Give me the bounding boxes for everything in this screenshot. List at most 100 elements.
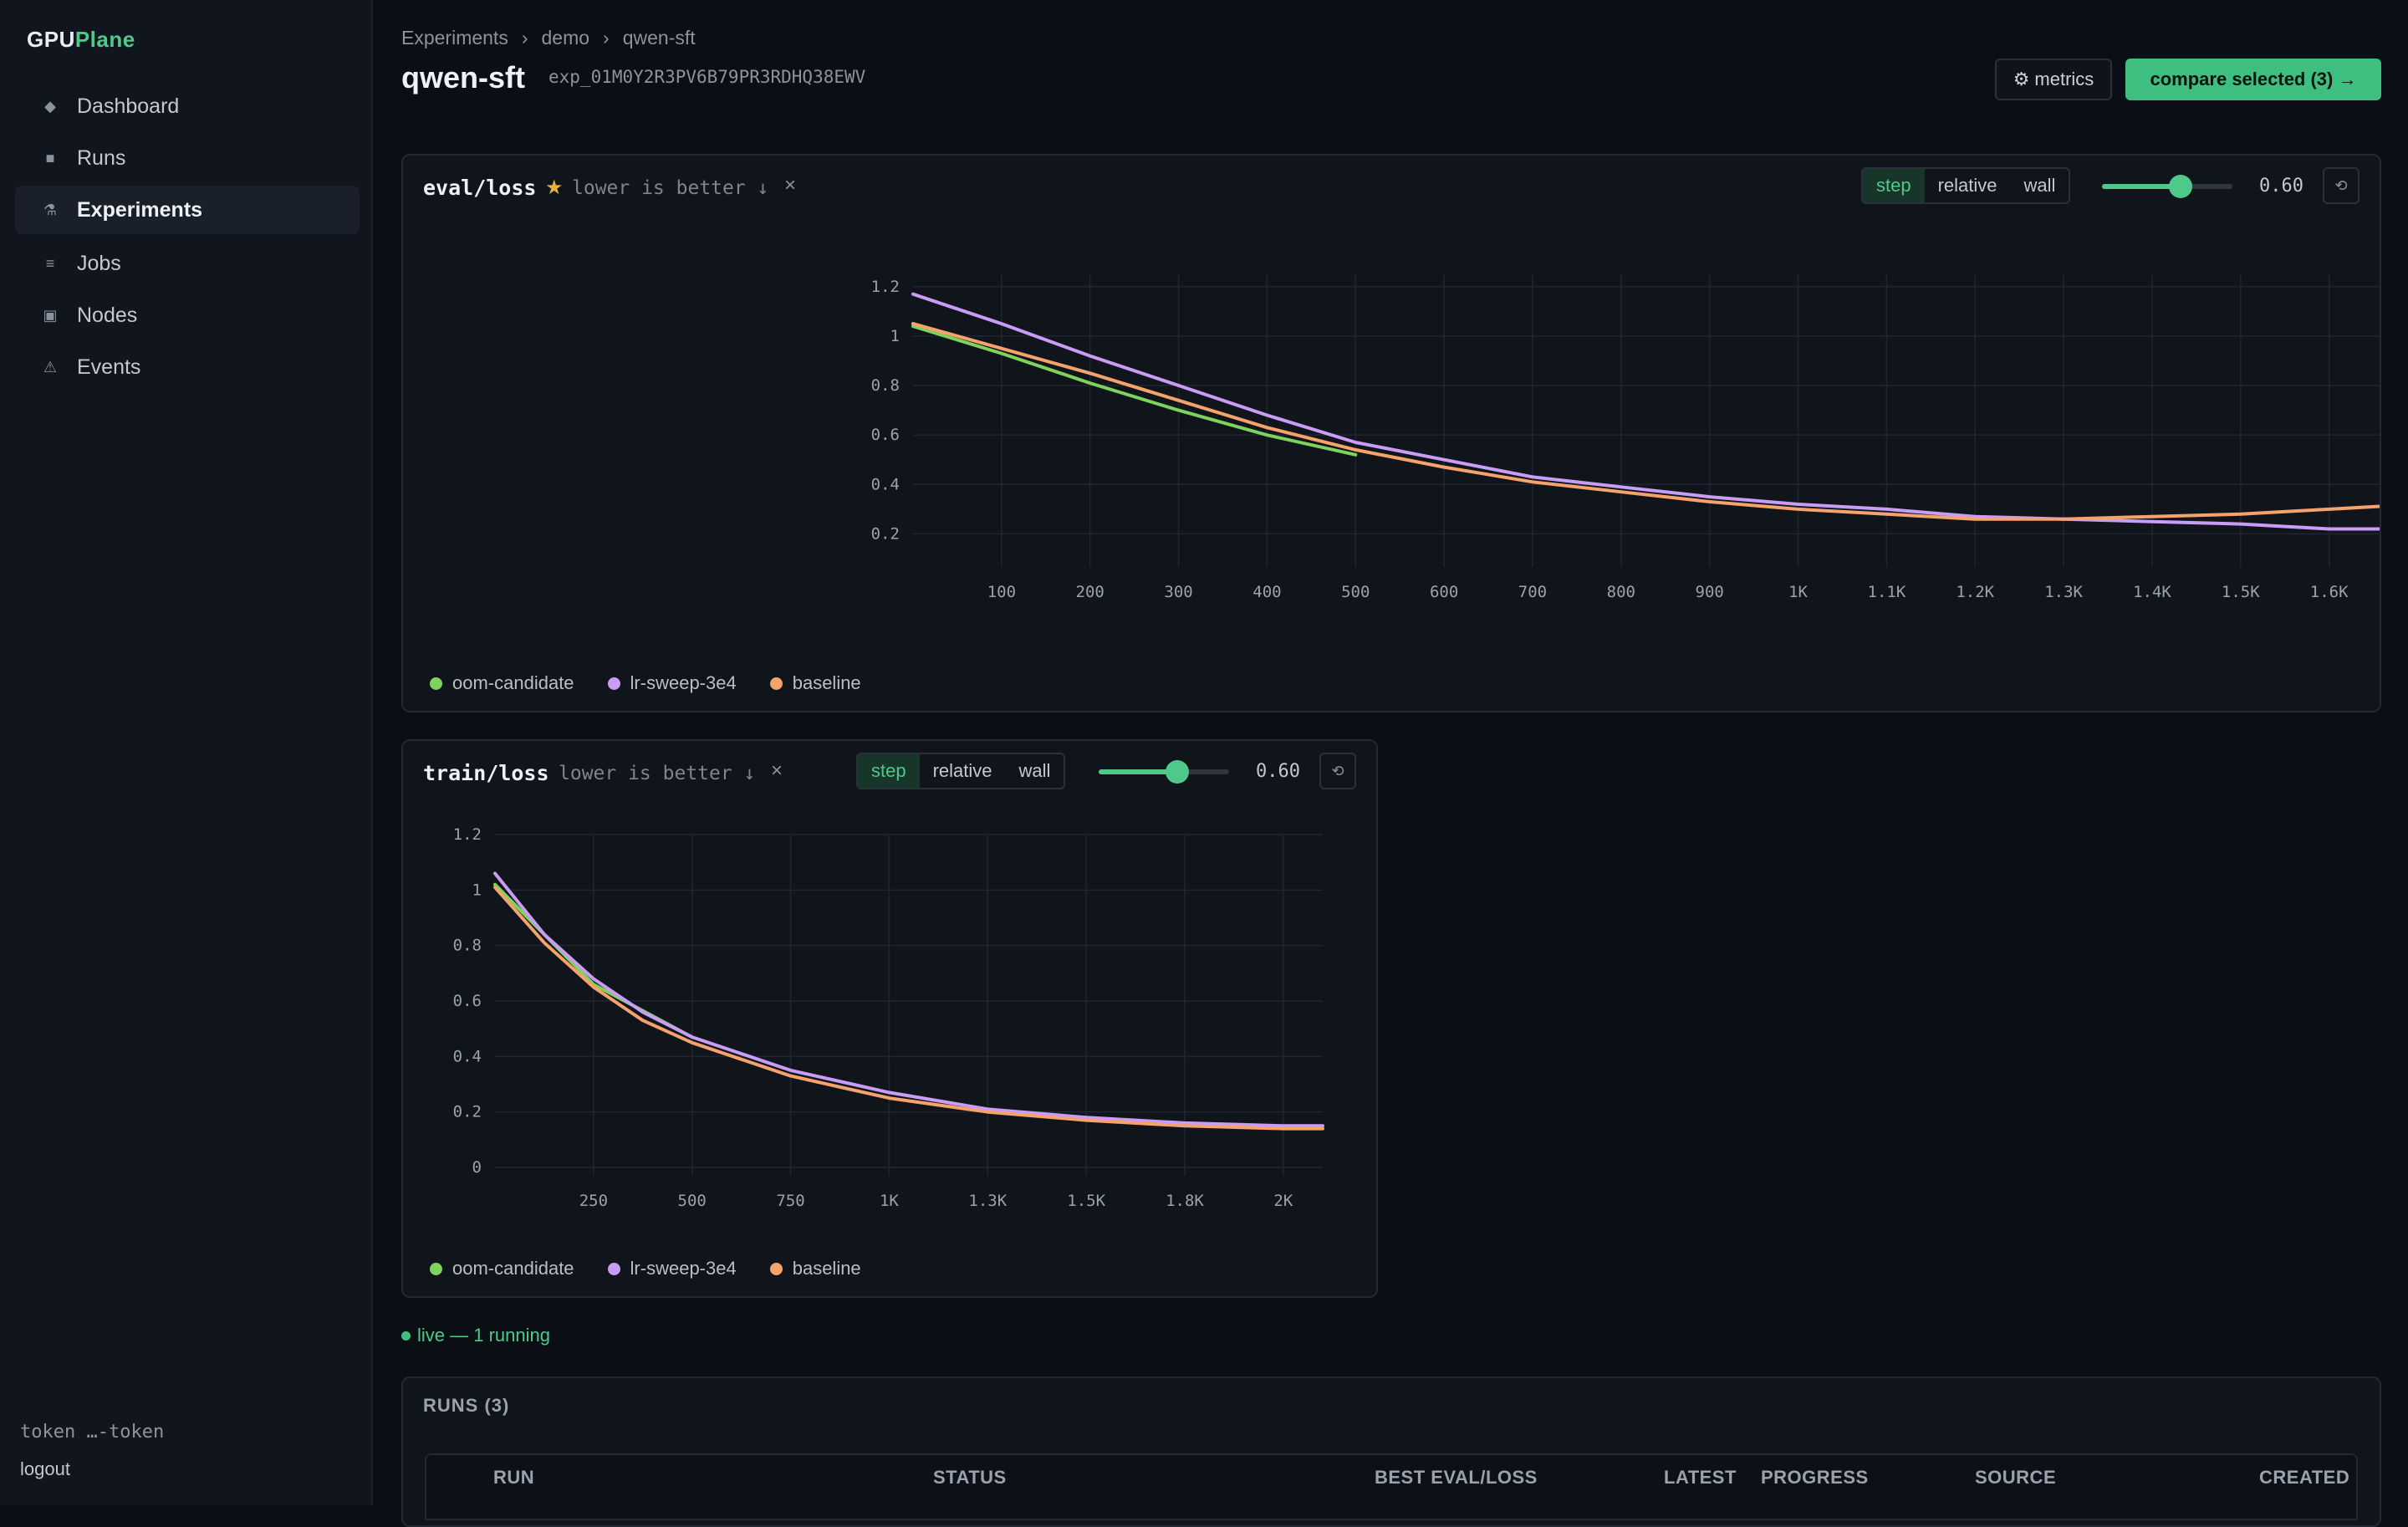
sidebar-item-label: Events xyxy=(77,355,141,379)
compare-selected-button[interactable]: compare selected (3) → xyxy=(2125,59,2381,100)
breadcrumb-demo[interactable]: demo xyxy=(541,27,590,49)
column-header-best-eval-loss[interactable]: BEST EVAL/LOSS xyxy=(1375,1467,1538,1488)
reset-zoom-button[interactable]: ⟲ xyxy=(1319,753,1356,789)
legend-item-lr-sweep-3e4[interactable]: lr-sweep-3e4 xyxy=(607,1258,737,1279)
y-tick-label: 0.2 xyxy=(871,524,900,543)
column-header-source[interactable]: SOURCE xyxy=(1975,1467,2057,1488)
token-label: token …-token xyxy=(20,1422,165,1443)
y-tick-label: 0.2 xyxy=(453,1103,482,1121)
brand-left: GPU xyxy=(27,27,75,52)
sidebar-item-events[interactable]: ⚠ Events xyxy=(15,343,360,391)
series-line-lr-sweep-3e4 xyxy=(493,871,1324,1128)
legend-dot xyxy=(430,677,442,690)
train-loss-chart[interactable]: 0 0.2 0.4 0.6 0.8 1 1.2 250 500 750 1K 1.3K 1.5K 1.8K… xyxy=(403,818,1376,1286)
legend-item-oom-candidate[interactable]: oom-candidate xyxy=(430,672,574,694)
x-tick-label: 1.4K xyxy=(2133,583,2171,601)
metrics-button[interactable]: ⚙ metrics xyxy=(1995,59,2112,100)
smoothing-value: 0.60 xyxy=(2259,176,2303,197)
mode-relative[interactable]: relative xyxy=(932,760,992,781)
live-status-label: live — 1 running xyxy=(417,1325,550,1346)
panel-hint: lower is better ↓ xyxy=(559,763,756,784)
column-header-latest[interactable]: LATEST xyxy=(1664,1467,1737,1488)
legend-dot xyxy=(769,677,783,690)
x-tick-label: 100 xyxy=(987,583,1016,601)
x-tick-label: 300 xyxy=(1164,583,1192,601)
breadcrumb: Experiments › demo › qwen-sft xyxy=(401,27,696,49)
smoothing-fill xyxy=(1099,769,1177,774)
legend-dot xyxy=(430,1262,442,1275)
x-tick-label: 1.3K xyxy=(968,1192,1007,1210)
y-tick-label: 1.2 xyxy=(453,825,482,844)
y-tick-label: 0.8 xyxy=(871,376,900,395)
x-tick-label: 1.2K xyxy=(1956,583,1994,601)
smoothing-fill xyxy=(2102,184,2181,189)
legend-item-lr-sweep-3e4[interactable]: lr-sweep-3e4 xyxy=(607,672,737,694)
brand-logo[interactable]: GPUPlane xyxy=(27,27,135,53)
runs-table: RUN STATUS BEST EVAL/LOSS LATEST PROGRES… xyxy=(425,1453,2358,1520)
x-tick-label: 200 xyxy=(1076,583,1105,601)
node-icon: ▣ xyxy=(43,306,58,324)
mode-step[interactable]: step xyxy=(1863,169,1925,202)
square-icon: ■ xyxy=(45,149,55,166)
column-header-created[interactable]: CREATED xyxy=(2259,1467,2350,1488)
mode-wall[interactable]: wall xyxy=(2023,175,2056,196)
series-line-baseline xyxy=(911,322,2380,521)
legend-item-oom-candidate[interactable]: oom-candidate xyxy=(430,1258,574,1279)
sidebar-item-jobs[interactable]: ≡ Jobs xyxy=(15,239,360,288)
sidebar: GPUPlane ◆ Dashboard ■ Runs ⚗ Experiment… xyxy=(0,0,373,1505)
logout-link[interactable]: logout xyxy=(20,1458,70,1479)
mode-wall[interactable]: wall xyxy=(1018,760,1051,781)
x-tick-label: 2K xyxy=(1273,1192,1293,1210)
x-tick-label: 250 xyxy=(579,1192,608,1210)
breadcrumb-experiments[interactable]: Experiments xyxy=(401,27,508,49)
breadcrumb-qwen-sft[interactable]: qwen-sft xyxy=(622,27,696,49)
panel-title: train/loss xyxy=(423,761,549,785)
x-tick-label: 1K xyxy=(880,1192,899,1210)
smoothing-knob[interactable] xyxy=(2168,175,2192,198)
sidebar-item-dashboard[interactable]: ◆ Dashboard xyxy=(15,82,360,130)
close-icon[interactable]: × xyxy=(784,174,797,197)
x-tick-label: 1K xyxy=(1788,583,1808,601)
column-header-run[interactable]: RUN xyxy=(493,1467,535,1488)
y-tick-label: 0.6 xyxy=(453,992,482,1010)
legend-item-baseline[interactable]: baseline xyxy=(769,1258,861,1279)
smoothing-slider[interactable] xyxy=(2102,175,2232,198)
close-icon[interactable]: × xyxy=(771,759,783,782)
y-tick-label: 0.4 xyxy=(453,1047,482,1065)
smoothing-knob[interactable] xyxy=(1165,760,1189,784)
live-status: live — 1 running xyxy=(401,1325,550,1346)
gear-icon: ⚙ xyxy=(2013,69,2030,89)
mode-relative[interactable]: relative xyxy=(1937,175,1997,196)
legend-item-baseline[interactable]: baseline xyxy=(769,672,861,694)
smoothing-slider[interactable] xyxy=(1099,760,1229,784)
reset-zoom-button[interactable]: ⟲ xyxy=(2323,167,2360,204)
chart-legend: oom-candidate lr-sweep-3e4 baseline xyxy=(430,672,861,694)
x-axis-mode-toggle: step relative wall xyxy=(1861,167,2071,204)
y-tick-label: 0.4 xyxy=(871,475,900,493)
eval-loss-chart[interactable]: 0.2 0.4 0.6 0.8 1 1.2 100 200 300 400 500 600 700 800… xyxy=(403,232,2380,701)
reset-icon: ⟲ xyxy=(1331,762,1344,779)
legend-label: baseline xyxy=(792,1258,861,1279)
sidebar-item-runs[interactable]: ■ Runs xyxy=(15,134,360,182)
y-tick-label: 0 xyxy=(472,1158,482,1177)
chart-legend: oom-candidate lr-sweep-3e4 baseline xyxy=(430,1258,861,1279)
list-icon: ≡ xyxy=(45,254,55,272)
sidebar-item-label: Dashboard xyxy=(77,94,180,118)
breadcrumb-separator: › xyxy=(521,27,528,49)
column-header-progress[interactable]: PROGRESS xyxy=(1761,1467,1869,1488)
x-tick-label: 1.6K xyxy=(2310,583,2349,601)
x-tick-label: 1.1K xyxy=(1868,583,1906,601)
smoothing-value: 0.60 xyxy=(1256,761,1300,782)
column-header-status[interactable]: STATUS xyxy=(933,1467,1007,1488)
sidebar-item-nodes[interactable]: ▣ Nodes xyxy=(15,291,360,340)
sidebar-item-experiments[interactable]: ⚗ Experiments xyxy=(15,186,360,234)
mode-step[interactable]: step xyxy=(858,754,920,788)
runs-title: RUNS (3) xyxy=(423,1395,510,1416)
x-tick-label: 1.5K xyxy=(1067,1192,1105,1210)
panel-title: eval/loss xyxy=(423,176,537,200)
y-tick-label: 0.8 xyxy=(453,937,482,955)
flask-icon: ⚗ xyxy=(43,201,58,218)
y-tick-label: 1 xyxy=(890,327,900,345)
star-icon[interactable]: ★ xyxy=(545,176,564,199)
x-tick-label: 1.8K xyxy=(1166,1192,1204,1210)
